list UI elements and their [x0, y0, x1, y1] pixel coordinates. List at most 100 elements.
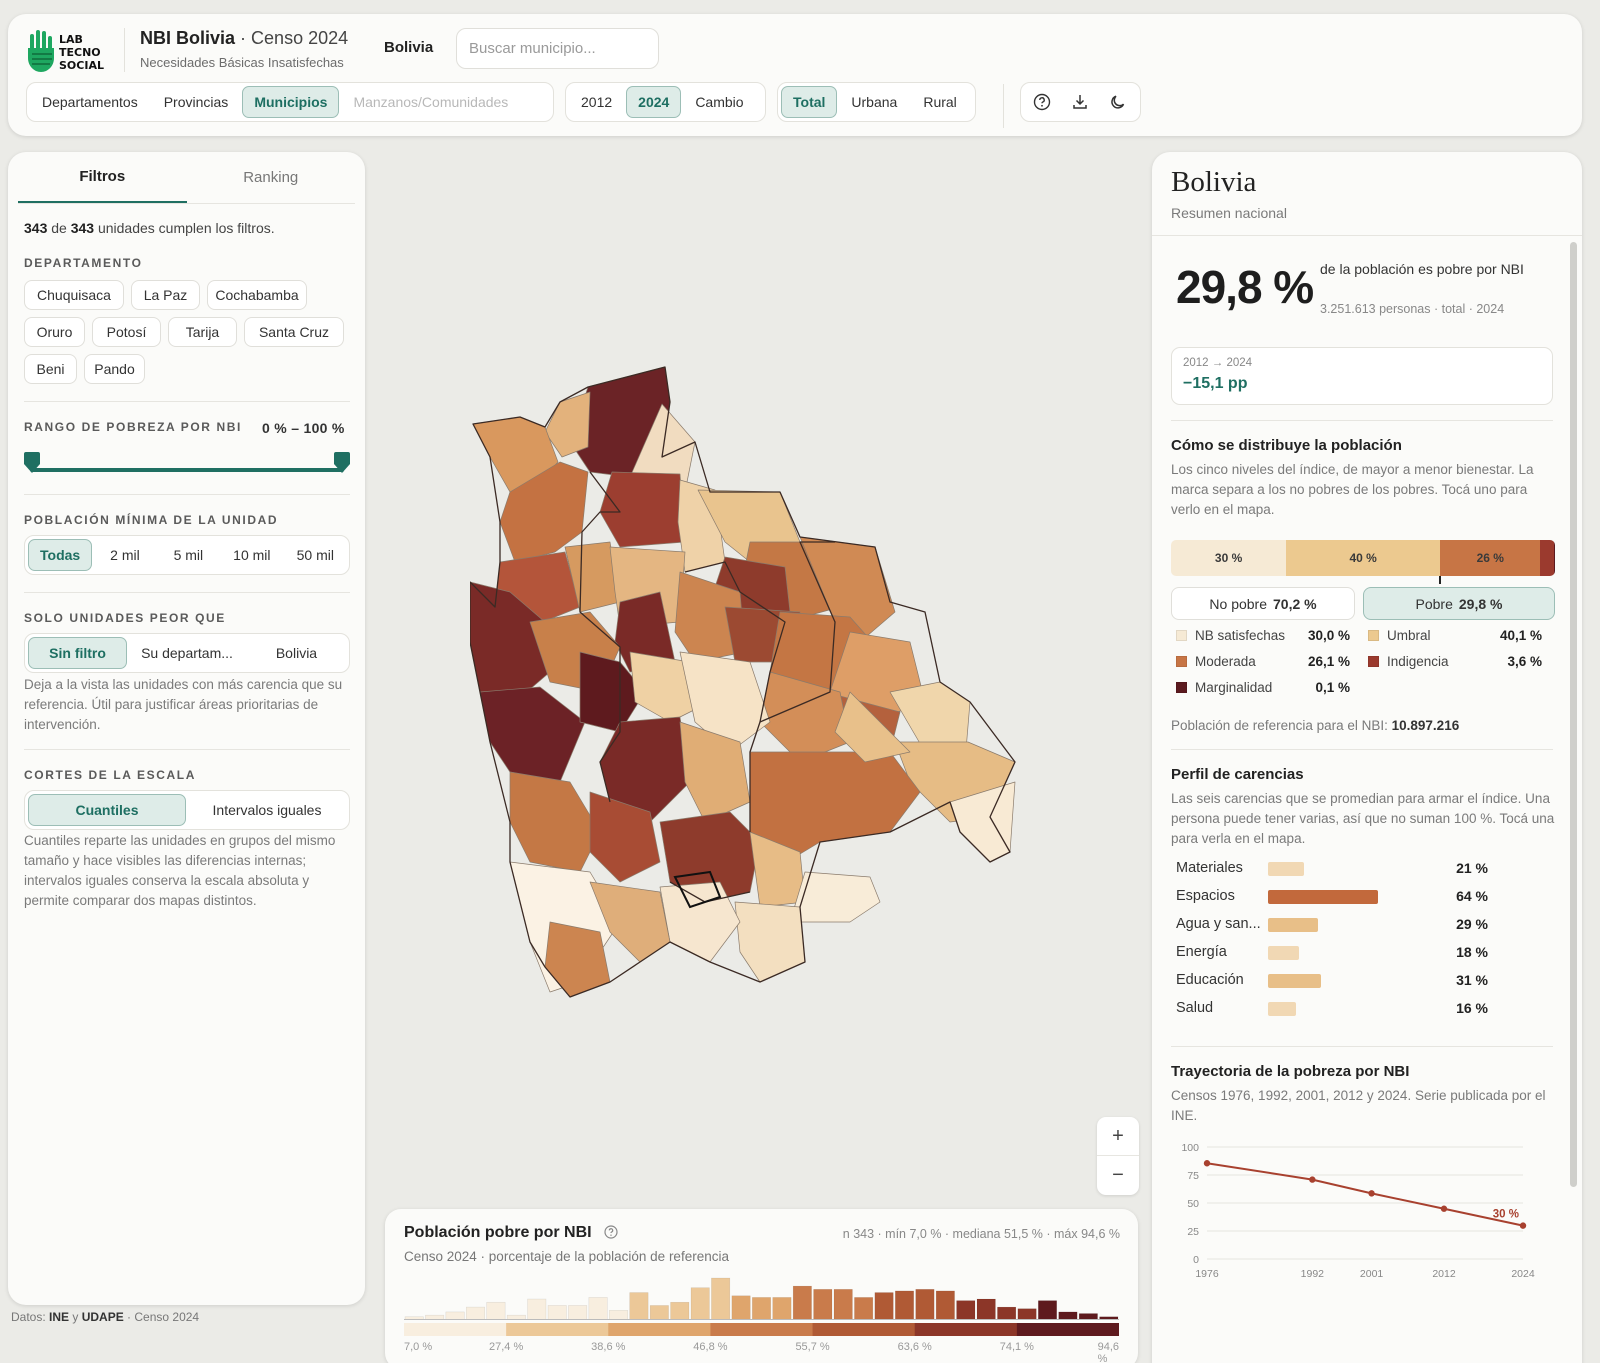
department-chip[interactable]: Oruro	[24, 317, 85, 347]
legend-item[interactable]: Moderada	[1176, 654, 1256, 669]
range-slider[interactable]	[24, 452, 350, 476]
tab-ranking[interactable]: Ranking	[243, 169, 299, 186]
histogram-bar[interactable]	[609, 1310, 628, 1320]
help-icon[interactable]	[1024, 86, 1060, 118]
carencia-row[interactable]: Agua y san... 29 %	[1176, 914, 1496, 936]
scrollbar[interactable]	[1570, 242, 1577, 1187]
no-pobre-button[interactable]: No pobre 70,2 %	[1171, 587, 1355, 620]
level-tab-2[interactable]: Municipios	[242, 86, 340, 118]
info-icon[interactable]	[604, 1225, 618, 1239]
bolivia-choropleth-map[interactable]	[470, 362, 1030, 1012]
legend-item[interactable]: NB satisfechas	[1176, 628, 1285, 643]
minpop-option-4[interactable]: 50 mil	[296, 547, 334, 563]
histogram-bar[interactable]	[629, 1292, 649, 1320]
area-tab-1[interactable]: Urbana	[851, 94, 898, 110]
histogram-bar[interactable]	[547, 1305, 567, 1320]
histogram-bar[interactable]	[997, 1306, 1017, 1320]
histogram-bar[interactable]	[752, 1297, 771, 1320]
lab-tecnosocial-logo[interactable]: LAB TECNO SOCIAL	[26, 28, 112, 74]
worse-option-2[interactable]: Bolivia	[275, 645, 318, 661]
moon-icon[interactable]	[1100, 86, 1136, 118]
color-scale-step[interactable]	[710, 1323, 814, 1336]
minpop-option-1[interactable]: 2 mil	[110, 547, 140, 563]
histogram-bar[interactable]	[813, 1289, 833, 1320]
histogram-bar[interactable]	[649, 1305, 669, 1320]
department-chip[interactable]: Tarija	[168, 317, 237, 347]
department-chip[interactable]: Pando	[84, 354, 145, 384]
histogram-bar[interactable]	[731, 1295, 751, 1320]
zoom-in-button[interactable]: +	[1097, 1117, 1139, 1156]
histogram-bar[interactable]	[792, 1285, 812, 1320]
histogram-bar[interactable]	[833, 1289, 853, 1320]
area-tab-2[interactable]: Rural	[923, 94, 957, 110]
year-tab-0[interactable]: 2012	[581, 94, 613, 110]
histogram-bar[interactable]	[915, 1289, 935, 1320]
carencia-row[interactable]: Educación 31 %	[1176, 970, 1496, 992]
zoom-out-button[interactable]: −	[1112, 1164, 1124, 1186]
legend-item[interactable]: Umbral	[1368, 628, 1431, 643]
histogram-bar[interactable]	[935, 1290, 955, 1320]
distribution-segment[interactable]: 30 %	[1171, 540, 1287, 576]
carencia-row[interactable]: Salud 16 %	[1176, 998, 1496, 1020]
histogram-bar[interactable]	[956, 1300, 976, 1320]
department-chip[interactable]: Beni	[24, 354, 77, 384]
worse-option-1[interactable]: Su departam...	[141, 645, 233, 661]
download-icon[interactable]	[1062, 86, 1098, 118]
histogram-bar[interactable]	[1038, 1300, 1057, 1320]
histogram-bar[interactable]	[772, 1297, 792, 1320]
pobre-button[interactable]: Pobre 29,8 %	[1363, 587, 1555, 620]
department-chip[interactable]: Chuquisaca	[24, 280, 124, 310]
color-scale-step[interactable]	[812, 1323, 916, 1336]
histogram-bar[interactable]	[1017, 1308, 1037, 1320]
department-chip[interactable]: Potosí	[92, 317, 161, 347]
carencia-row[interactable]: Espacios 64 %	[1176, 886, 1496, 908]
trajectory-line-chart[interactable]: 0 25 50 75 100 1976 1992 2001 2012 2024 30 %	[1171, 1137, 1556, 1287]
year-tab-1[interactable]: 2024	[626, 86, 682, 118]
histogram-bar[interactable]	[1058, 1311, 1078, 1320]
histogram-bar[interactable]	[527, 1298, 547, 1320]
histogram-bar[interactable]	[711, 1277, 731, 1320]
range-min-handle[interactable]	[24, 452, 40, 474]
level-tab-1[interactable]: Provincias	[163, 94, 229, 110]
distribution-stacked-bar[interactable]: 30 % 40 % 26 %	[1171, 540, 1555, 576]
distribution-segment[interactable]	[1540, 540, 1555, 576]
color-scale-step[interactable]	[404, 1323, 507, 1336]
carencia-row[interactable]: Materiales 21 %	[1176, 858, 1496, 880]
legend-item[interactable]: Indigencia	[1368, 654, 1449, 669]
level-tab-3[interactable]: Manzanos/Comunidades	[353, 94, 509, 110]
histogram-bar[interactable]	[976, 1298, 996, 1320]
distribution-segment[interactable]: 40 %	[1286, 540, 1441, 576]
minpop-option-0[interactable]: Todas	[28, 539, 93, 571]
histogram-bar[interactable]	[895, 1290, 914, 1320]
legend-item[interactable]: Marginalidad	[1176, 680, 1272, 695]
histogram-bar[interactable]	[506, 1314, 526, 1320]
cuts-option-0[interactable]: Cuantiles	[28, 794, 186, 826]
search-input[interactable]	[456, 28, 659, 69]
worse-option-0[interactable]: Sin filtro	[28, 637, 128, 669]
distribution-segment[interactable]: 26 %	[1440, 540, 1541, 576]
department-chip[interactable]: Cochabamba	[207, 280, 307, 310]
histogram-bar[interactable]	[670, 1301, 690, 1320]
level-tab-0[interactable]: Departamentos	[42, 94, 138, 110]
histogram-bar[interactable]	[690, 1287, 710, 1320]
cuts-option-1[interactable]: Intervalos iguales	[212, 802, 322, 818]
histogram-bar[interactable]	[854, 1297, 874, 1320]
histogram-bar[interactable]	[486, 1301, 506, 1320]
minpop-option-2[interactable]: 5 mil	[173, 547, 204, 563]
histogram-bar[interactable]	[425, 1314, 445, 1320]
histogram-bar[interactable]	[588, 1297, 608, 1320]
carencia-row[interactable]: Energía 18 %	[1176, 942, 1496, 964]
range-max-handle[interactable]	[334, 452, 350, 474]
histogram-bars[interactable]	[404, 1275, 1119, 1320]
department-chip[interactable]: La Paz	[131, 280, 200, 310]
department-chip[interactable]: Santa Cruz	[244, 317, 344, 347]
color-scale-step[interactable]	[914, 1323, 1018, 1336]
color-scale-step[interactable]	[608, 1323, 711, 1336]
minpop-option-3[interactable]: 10 mil	[233, 547, 271, 563]
histogram-bar[interactable]	[445, 1311, 465, 1320]
histogram-bar[interactable]	[874, 1292, 894, 1320]
histogram-bar[interactable]	[466, 1306, 485, 1320]
area-tab-0[interactable]: Total	[781, 86, 838, 118]
color-scale-step[interactable]	[1016, 1323, 1119, 1336]
histogram-bar[interactable]	[568, 1305, 588, 1320]
